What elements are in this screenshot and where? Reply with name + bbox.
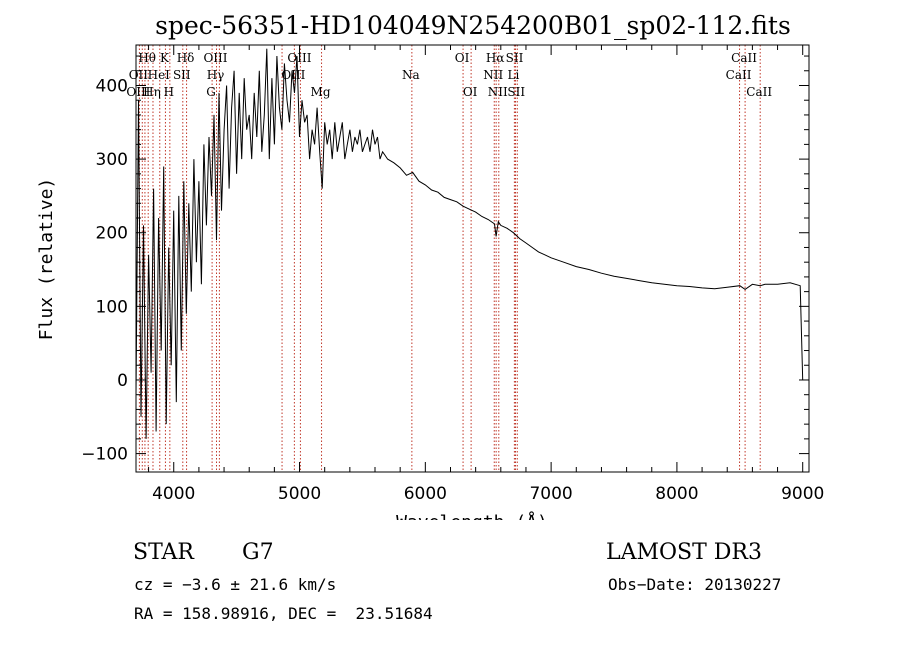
line-label: Li [507,68,519,82]
observation-date: Obs−Date: 20130227 [608,575,782,594]
plot-frame [135,44,810,473]
line-label: OII [129,68,149,82]
y-tick-label: 200 [96,224,128,244]
line-label: Hγ [207,68,225,82]
line-label: G [206,85,216,99]
y-tick-label: 400 [96,76,128,96]
line-label: NII [488,85,508,99]
coordinates: RA = 158.98916, DEC = 23.51684 [134,604,433,623]
line-label: Hα [486,51,505,65]
line-label: OIII [287,51,311,65]
x-tick-label: 9000 [781,484,824,504]
line-label: Mg [311,85,331,99]
x-tick-label: 5000 [278,484,321,504]
y-axis-label: Flux (relative) [36,178,57,341]
x-axis-ticks: 4000 5000 6000 7000 8000 9000 [148,45,824,504]
line-label: OIII [126,85,150,99]
line-label: SII [506,51,524,65]
redshift-velocity: cz = −3.6 ± 21.6 km/s [134,575,337,594]
x-axis-label: Wavelength (Å) [396,511,548,520]
line-label: OI [455,51,470,65]
spectrum-plot: spec-56351-HD104049N254200B01_sp02-112.f… [36,11,824,520]
line-label: Hθ [138,51,156,65]
spectrum-series [135,48,804,439]
line-label: SII [173,68,191,82]
line-label: H [164,85,174,99]
line-label: Hη [143,85,161,99]
subclass: G7 [242,540,274,565]
line-label: OIII [281,68,305,82]
line-label: CaII [726,68,752,82]
survey-name: LAMOST DR3 [606,540,762,565]
line-label: K [160,51,170,65]
line-label: SII [507,85,525,99]
x-tick-label: 4000 [152,484,195,504]
line-label: CaII [746,85,772,99]
line-markers [138,45,761,472]
y-tick-label: −100 [81,445,128,465]
y-tick-label: 0 [117,371,128,391]
y-axis-ticks: −100 0 100 200 300 400 [81,55,809,465]
line-label: OI [463,85,478,99]
y-tick-label: 300 [96,150,128,170]
line-label: Hδ [177,51,195,65]
line-label: NII [483,68,503,82]
y-tick-label: 100 [96,297,128,317]
line-label: Na [402,68,420,82]
line-label: OIII [203,51,227,65]
line-label: CaII [731,51,757,65]
line-label: HeI [148,68,171,82]
x-tick-label: 8000 [655,484,698,504]
chart-title: spec-56351-HD104049N254200B01_sp02-112.f… [155,11,791,40]
object-class: STAR [133,540,194,565]
x-tick-label: 7000 [529,484,572,504]
x-tick-label: 6000 [404,484,447,504]
